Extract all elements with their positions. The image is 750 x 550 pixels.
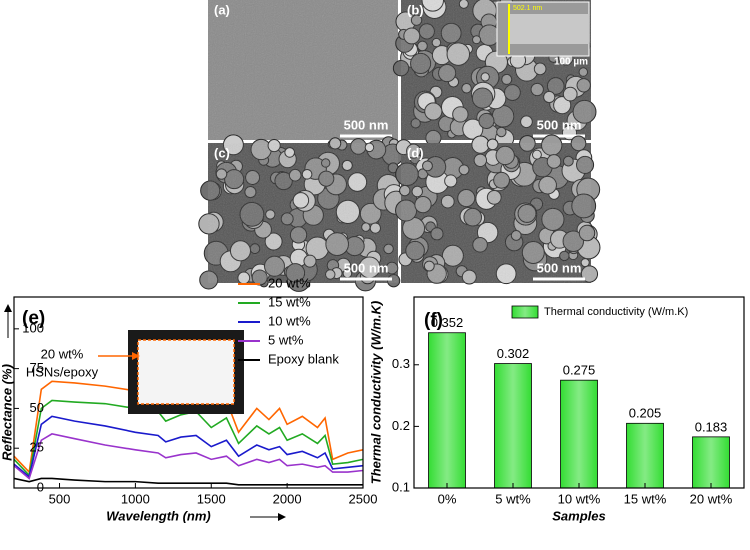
x-axis-title: Samples [552,508,605,523]
x-tick-label: 20 wt% [690,491,733,506]
plot-frame [413,296,745,489]
value-label: 0.205 [629,406,662,421]
panel-label: (a) [214,2,230,17]
legend-swatch [511,305,539,319]
data-line [14,477,363,486]
x-tick-label: 5 wt% [495,491,531,506]
scale-bar-label: 500 nm [537,260,582,275]
y-axis-title: Reflectance (%) [0,364,14,461]
bar [692,436,730,489]
y-tick-label: 25 [30,440,44,455]
scale-bar-label: 500 nm [537,117,582,132]
y-axis-title: Thermal conductivity (W/m.K) [368,301,383,484]
scale-bar-label: 500 nm [344,117,389,132]
panel-label: (e) [22,308,45,329]
legend-label: 5 wt% [268,332,304,347]
sem-image [198,134,409,292]
value-label: 0.302 [497,346,530,361]
bar [560,379,598,489]
value-label: 0.183 [695,419,728,434]
y-tick-label: 50 [30,400,44,415]
annotation: 20 wt% [41,346,84,361]
x-tick-label: 10 wt% [558,491,601,506]
panel-label: (d) [407,145,424,160]
x-tick-label: 1000 [121,491,150,506]
legend-label: Epoxy blank [268,351,339,366]
x-tick-label: 500 [49,491,71,506]
annotation-arrowhead [132,352,140,360]
x-axis-title: Wavelength (nm) [106,508,211,523]
sem-image [395,134,601,285]
x-tick-label: 2000 [273,491,302,506]
bar [428,332,466,489]
y-tick-label: 0.2 [392,418,410,433]
x-tick-label: 0% [438,491,457,506]
inset-scale: 100 µm [554,57,588,68]
bar [626,422,664,489]
bar [494,363,532,489]
y-axis-arrowhead [4,304,12,312]
inset-film [509,14,589,44]
inset-label: 502.1 nm [513,5,542,12]
scale-bar-label: 500 nm [344,260,389,275]
data-line [14,433,363,480]
inset-sample [137,339,235,405]
panel-label: (c) [214,145,230,160]
panel-label: (b) [407,2,424,17]
panel-label: (f) [424,310,443,331]
value-label: 0.352 [431,315,464,330]
x-tick-label: 15 wt% [624,491,667,506]
annotation: HSNs/epoxy [26,364,99,379]
sem-noise [208,0,398,140]
value-label: 0.275 [563,363,596,378]
legend-label: 20 wt% [268,275,311,290]
data-line [14,415,363,479]
sem-noise [208,143,398,283]
y-tick-label: 100 [22,320,44,335]
x-tick-label: 2500 [349,491,378,506]
legend-label: Thermal conductivity (W/m.K) [544,306,688,318]
legend-label: 15 wt% [268,294,311,309]
plot-frame [13,296,364,489]
y-tick-label: 75 [30,360,44,375]
x-tick-label: 1500 [197,491,226,506]
y-tick-label: 0.3 [392,356,410,371]
y-tick-label: 0.1 [392,479,410,494]
sem-image [208,0,398,140]
legend-label: 10 wt% [268,313,311,328]
data-line [14,399,363,477]
y-tick-label: 0 [37,479,44,494]
x-axis-arrowhead [278,513,286,521]
sem-noise [401,143,591,283]
